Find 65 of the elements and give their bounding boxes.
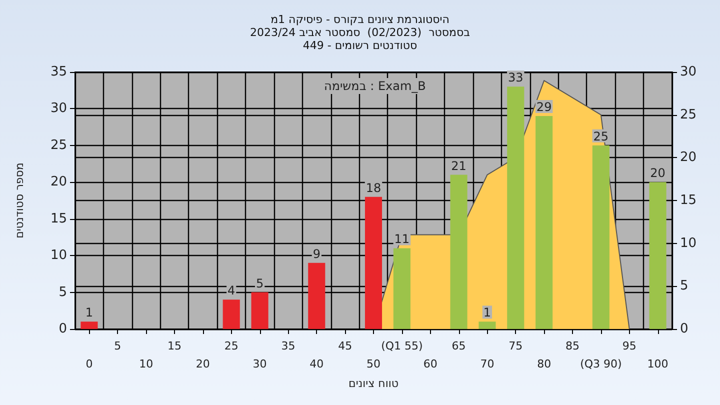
data-label: 4 (228, 284, 236, 298)
y2-tick-label: 20 (680, 150, 697, 166)
data-label: 11 (394, 232, 410, 246)
bar (308, 262, 326, 329)
x-tick-label: 45 (338, 340, 352, 352)
chart-subtitle: בסמסטר (02/2023) סמסטר אביב 2023/24 סטודנטים רשומים - 449 (250, 26, 470, 52)
y2-tick-label: 30 (680, 64, 697, 80)
y-tick-label: 0 (58, 322, 67, 336)
data-label: 9 (312, 246, 320, 261)
y2-tick-label: 10 (680, 236, 697, 251)
x-tick-label: 65 (452, 340, 466, 352)
data-label: 5 (256, 276, 264, 290)
x-tick-label: (Q3 90) (580, 358, 622, 370)
y2-tick-label: 5 (680, 278, 688, 294)
data-label: 21 (451, 158, 466, 173)
y-tick-label: 10 (50, 248, 67, 264)
x-tick-label: 70 (480, 358, 494, 370)
x-tick-label: 80 (537, 358, 552, 370)
y2-tick-label: 15 (680, 193, 697, 208)
bar (592, 145, 610, 329)
annotation: במשימה : Exam_B (324, 79, 426, 93)
y-tick-label: 35 (50, 64, 67, 80)
x-tick-label: 30 (252, 358, 267, 370)
x-tick-label: 100 (647, 358, 668, 370)
bar (222, 300, 240, 329)
x-tick-label: 20 (196, 358, 210, 370)
y-tick-label: 20 (50, 174, 67, 190)
data-label: 20 (650, 166, 666, 180)
x-tick-label: 85 (566, 340, 580, 352)
bar (507, 86, 524, 329)
x-tick-label: 50 (366, 358, 380, 370)
x-tick-label: 75 (508, 340, 523, 352)
x-tick-label: 35 (281, 340, 296, 352)
data-label: 33 (508, 70, 524, 85)
data-label: 18 (366, 180, 382, 195)
y-tick-label: 30 (50, 101, 67, 116)
bar (364, 196, 382, 329)
y2-tick-label: 0 (680, 322, 688, 336)
y2-tick-label: 25 (680, 107, 697, 122)
data-label: 29 (536, 100, 552, 114)
x-tick-label: 10 (139, 358, 154, 370)
data-label: 25 (593, 129, 609, 144)
x-tick-label: 60 (423, 358, 438, 370)
x-tick-label: 40 (310, 358, 324, 370)
bar (536, 116, 553, 329)
x-tick-label: (Q1 55) (381, 340, 423, 352)
data-label: 1 (85, 306, 94, 320)
x-tick-label: 5 (114, 340, 122, 352)
y-axis-title: מספר סטודנטים (13, 162, 26, 238)
x-tick-label: 15 (168, 340, 182, 352)
x-tick-label: 0 (86, 358, 93, 370)
x-tick-label: 95 (622, 340, 636, 352)
bar (649, 182, 666, 329)
bar (478, 322, 496, 329)
x-axis-title: טווח ציונים (348, 376, 398, 390)
bar (251, 292, 268, 329)
data-label: 1 (483, 306, 492, 320)
y-tick-label: 5 (58, 284, 67, 300)
y-tick-label: 25 (50, 138, 67, 153)
bar (450, 174, 468, 329)
x-tick-label: 25 (224, 340, 238, 352)
bar (393, 248, 410, 329)
chart-title: היסטוגרמת ציונים בקורס - פיסיקה 1מ (270, 13, 450, 26)
bar (80, 322, 98, 329)
y-tick-label: 15 (50, 211, 67, 226)
